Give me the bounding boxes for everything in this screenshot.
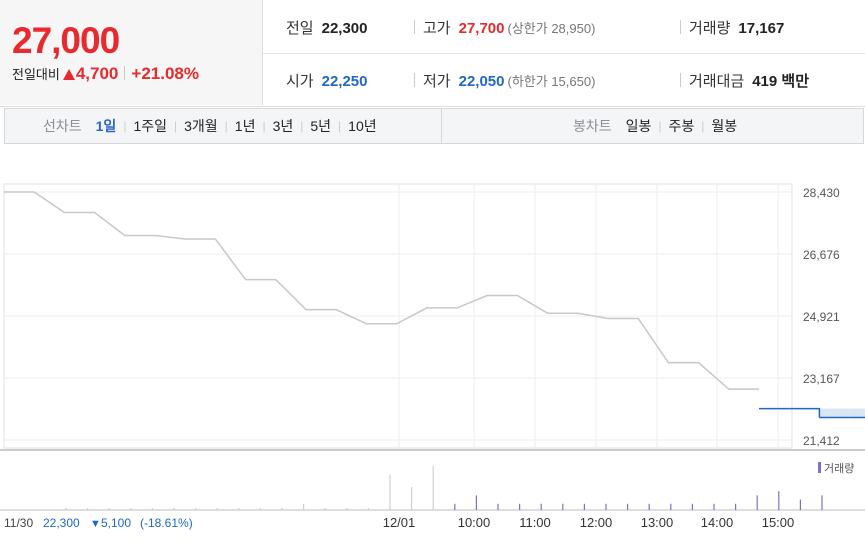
divider xyxy=(680,73,681,87)
group-divider xyxy=(441,109,442,143)
change-percent: +21.08% xyxy=(131,64,199,83)
x-tick-label: 11:00 xyxy=(519,515,551,530)
volume: 거래량 17,167 xyxy=(680,17,784,38)
period-10year[interactable]: 10년 xyxy=(348,118,377,134)
change-value: 4,700 xyxy=(75,64,119,83)
divider: | xyxy=(173,119,178,133)
low-price: 저가 22,050 (하한가 15,650) xyxy=(414,70,595,91)
divider: | xyxy=(338,119,342,133)
price-change: 전일대비 4,700 +21.08% xyxy=(12,64,199,84)
high-label: 고가 xyxy=(423,20,451,37)
divider xyxy=(124,66,126,80)
divider xyxy=(680,20,681,34)
area-segment xyxy=(849,408,865,418)
period-3month[interactable]: 3개월 xyxy=(184,118,218,134)
price-series-line xyxy=(789,407,821,418)
period-3year[interactable]: 3년 xyxy=(272,118,294,134)
divider: | xyxy=(262,119,266,133)
divider: | xyxy=(300,119,304,133)
period-daily[interactable]: 일봉 xyxy=(625,118,652,134)
footer-date: 11/30 xyxy=(4,516,33,530)
candle-chart-label: 봉차트 xyxy=(573,118,612,134)
price-series-line xyxy=(849,416,865,419)
y-tick-label: 21,412 xyxy=(803,434,840,448)
volume-label: 거래량 xyxy=(689,20,731,37)
up-triangle-icon xyxy=(62,69,75,80)
lower-limit: (하한가 15,650) xyxy=(507,74,596,89)
x-tick-label: 15:00 xyxy=(762,515,795,530)
x-tick-label: 10:00 xyxy=(458,515,491,530)
footer-percent: (-18.61%) xyxy=(140,516,193,530)
period-selector: 선차트 1일 | 1주일 | 3개월 | 1년 | 3년 | 5년 | 10년 봉차트 일봉… xyxy=(4,108,864,144)
prev-close-label: 전일 xyxy=(286,20,314,37)
y-tick-label: 28,430 xyxy=(803,186,840,200)
high-price: 고가 27,700 (상한가 28,950) xyxy=(414,17,595,38)
x-tick-label: 14:00 xyxy=(701,515,734,530)
amount-value: 419 백만 xyxy=(752,73,809,90)
period-1year[interactable]: 1년 xyxy=(234,118,256,134)
divider xyxy=(414,20,415,34)
low-label: 저가 xyxy=(423,73,451,90)
price-box: 27,000 전일대비 4,700 +21.08% xyxy=(0,0,263,105)
period-monthly[interactable]: 월봉 xyxy=(711,118,738,134)
quote-panel: 27,000 전일대비 4,700 +21.08% 전일 22,300 고가 27,70… xyxy=(0,0,865,107)
prev-close: 전일 22,300 xyxy=(286,17,368,38)
low-value: 22,050 xyxy=(458,73,505,90)
high-value: 27,700 xyxy=(458,20,505,37)
open-label: 시가 xyxy=(286,73,314,90)
open-value: 22,250 xyxy=(321,73,368,90)
row-divider xyxy=(263,53,865,54)
divider: | xyxy=(701,119,705,133)
current-price: 27,000 xyxy=(12,20,120,61)
period-1day[interactable]: 1일 xyxy=(95,118,117,134)
divider: | xyxy=(658,119,662,133)
footer-change: 5,100 xyxy=(101,516,131,530)
line-chart-periods: 선차트 1일 | 1주일 | 3개월 | 1년 | 3년 | 5년 | 10년 xyxy=(43,109,377,143)
period-weekly[interactable]: 주봉 xyxy=(668,118,695,134)
line-chart-label: 선차트 xyxy=(43,118,82,134)
change-label: 전일대비 xyxy=(12,67,60,82)
period-5year[interactable]: 5년 xyxy=(310,118,332,134)
volume-legend-label: 거래량 xyxy=(824,462,854,475)
divider: | xyxy=(123,119,127,133)
x-tick-label: 12:00 xyxy=(580,515,613,530)
volume-value: 17,167 xyxy=(738,20,785,37)
divider: | xyxy=(224,119,228,133)
down-triangle-icon: ▼ xyxy=(90,518,101,530)
open-price: 시가 22,250 xyxy=(286,70,368,91)
volume-legend-swatch xyxy=(818,462,821,473)
footer-price: 22,300 xyxy=(43,516,80,530)
area-segment xyxy=(819,408,850,418)
amount-label: 거래대금 xyxy=(689,73,745,90)
y-tick-label: 24,921 xyxy=(803,310,840,324)
price-chart: 28,430 26,676 24,921 23,167 21,412 거래량 11/30 22… xyxy=(0,183,865,530)
y-tick-label: 26,676 xyxy=(803,248,840,262)
trade-amount: 거래대금 419 백만 xyxy=(680,70,809,91)
period-1week[interactable]: 1주일 xyxy=(133,118,167,134)
upper-limit: (상한가 28,950) xyxy=(507,21,596,36)
candle-chart-periods: 봉차트 일봉 | 주봉 | 월봉 xyxy=(573,109,737,143)
x-tick-label: 12/01 xyxy=(383,515,416,530)
divider xyxy=(414,73,415,87)
y-tick-label: 23,167 xyxy=(803,372,840,386)
prev-day-series-line xyxy=(4,191,759,390)
prev-close-value: 22,300 xyxy=(321,20,368,37)
x-tick-label: 13:00 xyxy=(641,515,674,530)
